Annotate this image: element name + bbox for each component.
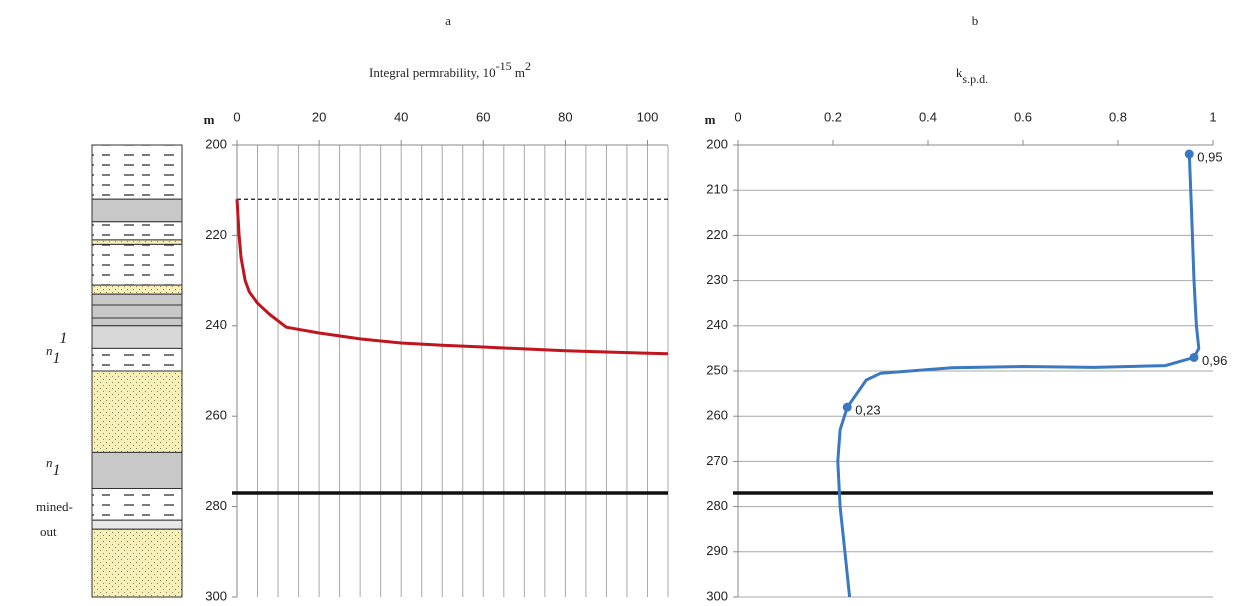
point-marker — [1189, 352, 1199, 362]
y-tick-label: 280 — [706, 498, 728, 513]
x-tick-label: 0.8 — [1109, 109, 1127, 124]
lithology-column — [91, 144, 183, 598]
y-tick-label: 200 — [706, 136, 728, 151]
unit-sub: 1 — [53, 462, 61, 479]
point-marker — [842, 402, 852, 412]
x-tick-label: 100 — [637, 109, 659, 124]
x-tick-label: 0.6 — [1014, 109, 1032, 124]
y-axis-label: m — [705, 112, 716, 127]
data-label: 0,95 — [1197, 149, 1222, 164]
x-tick-label: 60 — [476, 109, 490, 124]
unit-sup: 1 — [59, 330, 67, 347]
lower-unit-label: n1 — [46, 455, 61, 479]
y-axis-label: m — [204, 112, 215, 127]
y-tick-label: 220 — [706, 227, 728, 242]
y-tick-label: 260 — [205, 408, 227, 423]
y-tick-label: 300 — [205, 588, 227, 603]
y-tick-label: 210 — [706, 182, 728, 197]
y-tick-label: 260 — [706, 408, 728, 423]
x-tick-label: 0 — [233, 109, 240, 124]
y-tick-label: 230 — [706, 272, 728, 287]
x-tick-label: 80 — [558, 109, 572, 124]
chart-title: Integral permrability, 10-15 m2 — [369, 59, 531, 80]
upper-unit-label: n1 1 — [46, 330, 67, 367]
data-label: 0,96 — [1202, 353, 1227, 368]
panel-label: b — [972, 13, 979, 28]
x-tick-label: 0.4 — [919, 109, 937, 124]
unit-name: n — [46, 343, 53, 358]
title-sup: -15 — [496, 59, 512, 73]
y-tick-label: 200 — [205, 136, 227, 151]
curve — [836, 153, 1201, 598]
y-tick-label: 290 — [706, 543, 728, 558]
y-tick-label: 270 — [706, 453, 728, 468]
y-tick-label: 240 — [205, 317, 227, 332]
y-tick-label: 240 — [706, 317, 728, 332]
unit-note: mined- — [36, 499, 73, 514]
unit-note: out — [40, 524, 57, 539]
title-sup: 2 — [525, 59, 531, 73]
y-tick-label: 250 — [706, 362, 728, 377]
title-text: k — [956, 65, 963, 80]
x-tick-label: 0.2 — [824, 109, 842, 124]
x-tick-label: 20 — [312, 109, 326, 124]
point-marker — [1184, 149, 1194, 159]
panel-label: a — [445, 13, 451, 28]
y-tick-label: 220 — [205, 227, 227, 242]
x-tick-label: 1 — [1209, 109, 1216, 124]
data-label: 0,23 — [855, 403, 880, 418]
title-text: Integral permrability, 10 — [369, 65, 496, 80]
curve — [235, 199, 669, 356]
x-tick-label: 0 — [734, 109, 741, 124]
chart-title: ks.p.d. — [956, 65, 988, 86]
unit-sub: 1 — [53, 350, 60, 367]
y-tick-label: 300 — [706, 588, 728, 603]
x-tick-label: 40 — [394, 109, 408, 124]
y-tick-label: 280 — [205, 498, 227, 513]
title-unit: m — [512, 65, 525, 80]
unit-name: n — [46, 455, 53, 470]
title-sub: s.p.d. — [962, 72, 988, 86]
